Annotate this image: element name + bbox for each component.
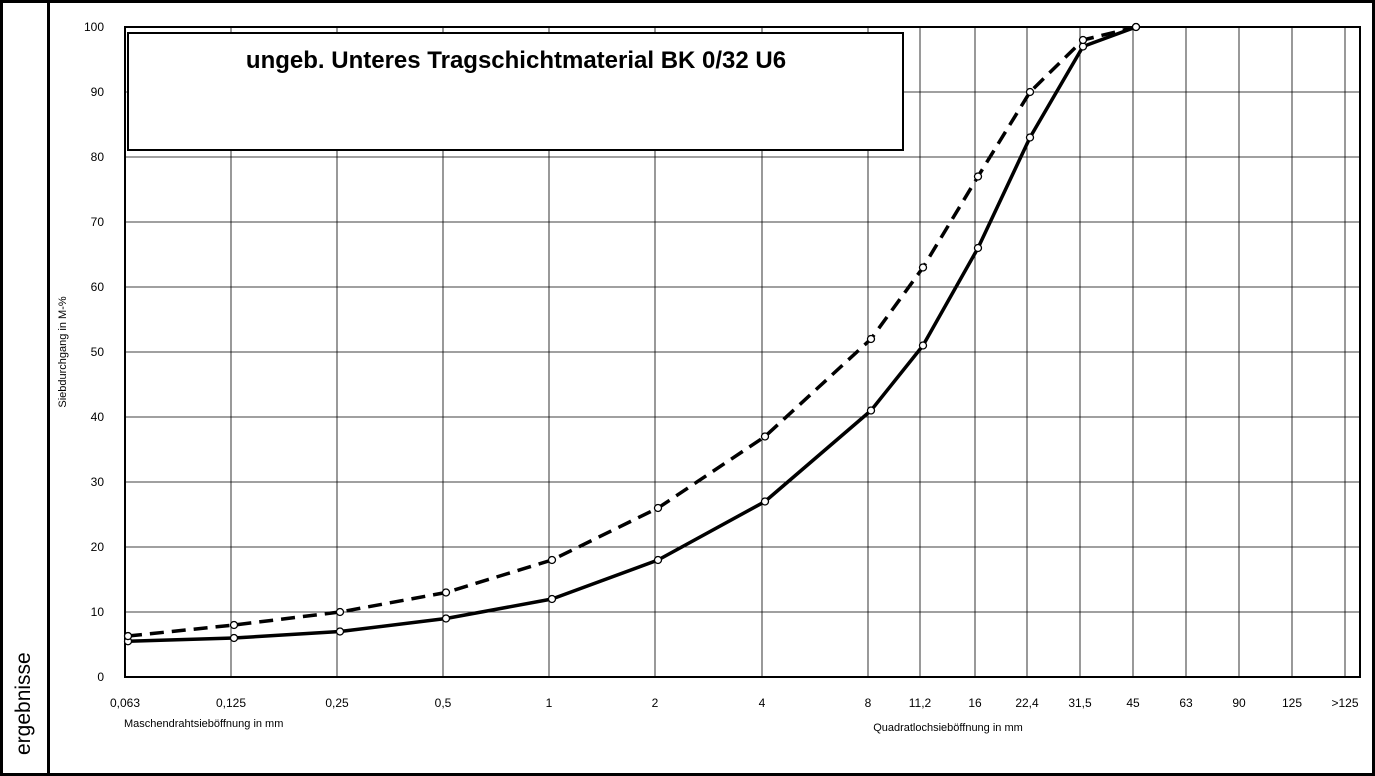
x-tick-label: 1 bbox=[546, 696, 553, 710]
x-tick-label: 90 bbox=[1232, 696, 1246, 710]
data-point-solid bbox=[760, 497, 770, 506]
y-tick-label: 40 bbox=[91, 410, 105, 424]
data-point-solid bbox=[653, 555, 663, 565]
x-tick-label: 31,5 bbox=[1068, 696, 1092, 710]
y-tick-label: 70 bbox=[91, 215, 105, 229]
x-tick-label: 0,25 bbox=[325, 696, 349, 710]
data-point-dashed bbox=[335, 607, 345, 617]
y-tick-label: 80 bbox=[91, 150, 105, 164]
data-point-solid bbox=[547, 594, 557, 604]
x-tick-label: >125 bbox=[1331, 696, 1358, 710]
data-point-dashed bbox=[1078, 35, 1088, 45]
data-point-dashed bbox=[866, 334, 876, 344]
x-tick-label: 2 bbox=[652, 696, 659, 710]
chart-title: ungeb. Unteres Tragschichtmaterial BK 0/… bbox=[246, 47, 786, 74]
x-tick-label: 8 bbox=[865, 696, 872, 710]
x-tick-label: 0,5 bbox=[435, 696, 452, 710]
plot-border bbox=[124, 26, 1361, 678]
series-group bbox=[123, 22, 1141, 646]
data-point-solid bbox=[918, 341, 928, 350]
data-point-solid bbox=[441, 614, 451, 623]
x-axis-ticks: 0,063 0,125 0,25 0,5 1 2 4 8 11,2 16 22,4 31,5 45 63 9… bbox=[110, 696, 1359, 710]
y-tick-label: 0 bbox=[97, 670, 104, 684]
x-axis-label-left: Maschendrahtsieböffnung in mm bbox=[124, 718, 283, 730]
x-tick-label: 0,125 bbox=[216, 696, 246, 710]
data-point-dashed bbox=[1025, 87, 1035, 97]
data-point-solid bbox=[866, 406, 876, 415]
y-axis-ticks: 0 10 20 30 40 50 60 70 80 90 100 bbox=[84, 20, 104, 684]
x-tick-label: 63 bbox=[1179, 696, 1193, 710]
data-point-solid bbox=[335, 627, 345, 636]
data-point-solid bbox=[973, 243, 983, 253]
y-tick-label: 90 bbox=[91, 85, 105, 99]
y-tick-label: 50 bbox=[91, 345, 105, 359]
y-tick-label: 30 bbox=[91, 475, 105, 489]
x-tick-label: 11,2 bbox=[909, 696, 932, 710]
y-axis-label: Siebdurchgang in M-% bbox=[57, 296, 69, 408]
left-divider bbox=[47, 0, 50, 776]
data-point-solid bbox=[1025, 133, 1035, 142]
data-point-dashed bbox=[760, 432, 770, 441]
y-tick-label: 60 bbox=[91, 280, 105, 294]
y-tick-label: 10 bbox=[91, 605, 105, 619]
data-point-dashed bbox=[229, 620, 239, 630]
x-tick-label: 4 bbox=[759, 696, 766, 710]
data-point-solid bbox=[229, 633, 239, 643]
y-tick-label: 100 bbox=[84, 20, 104, 34]
x-tick-label: 0,063 bbox=[110, 696, 140, 710]
data-point-dashed bbox=[973, 172, 983, 181]
y-tick-label: 20 bbox=[91, 540, 105, 554]
x-tick-label: 125 bbox=[1282, 696, 1302, 710]
data-point-dashed bbox=[123, 631, 133, 641]
data-point-dashed bbox=[441, 588, 451, 597]
x-axis-label-right: Quadratlochsieböffnung in mm bbox=[873, 722, 1023, 734]
title-box bbox=[127, 32, 904, 151]
data-point-dashed bbox=[653, 503, 663, 513]
data-point-dashed bbox=[547, 555, 557, 565]
data-point-dashed bbox=[1131, 22, 1141, 32]
x-tick-label: 16 bbox=[968, 696, 982, 710]
data-point-dashed bbox=[918, 263, 928, 272]
x-tick-label: 22,4 bbox=[1015, 696, 1039, 710]
grid bbox=[125, 26, 1360, 677]
x-tick-label: 45 bbox=[1126, 696, 1140, 710]
